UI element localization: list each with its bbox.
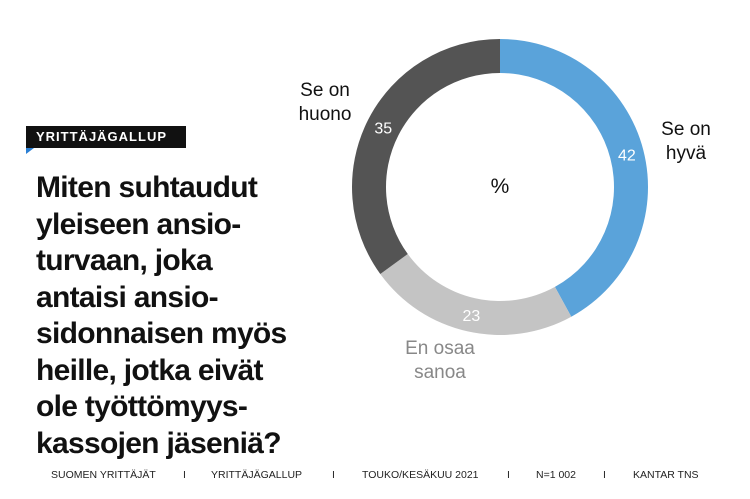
donut-slice	[352, 39, 500, 274]
footer-separator: I	[332, 469, 335, 481]
slice-category-labels: Se on hyvä En osaa sanoa Se on huono	[299, 80, 711, 383]
slice-value-label: 42	[618, 147, 636, 164]
slice-category-label: En osaa sanoa	[405, 338, 475, 383]
footer-separator: I	[507, 469, 510, 481]
slice-value-label: 23	[463, 308, 481, 325]
donut-slice	[500, 39, 649, 317]
donut-slice	[380, 254, 572, 335]
survey-question: Miten suhtaudut yleiseen ansio- turvaan,…	[36, 171, 287, 460]
footer-source: KANTAR TNS	[633, 469, 699, 481]
slice-value-label: 35	[374, 121, 392, 138]
donut-slices	[352, 39, 649, 335]
slice-category-label: Se on huono	[299, 80, 352, 125]
slice-category-label: Se on hyvä	[661, 119, 711, 164]
footer-source: TOUKO/KESÄKUU 2021	[362, 469, 479, 481]
donut-center-label: %	[491, 175, 510, 198]
footer-source: N=1 002	[536, 469, 576, 481]
footer-sources: SUOMEN YRITTÄJÄT I YRITTÄJÄGALLUP I TOUK…	[51, 469, 711, 483]
footer-source: YRITTÄJÄGALLUP	[211, 469, 303, 481]
slice-value-labels: 42 23 35	[374, 121, 636, 325]
gallup-badge-label: YRITTÄJÄGALLUP	[36, 129, 167, 144]
footer-separator: I	[603, 469, 606, 481]
footer-source: SUOMEN YRITTÄJÄT	[51, 469, 156, 481]
gallup-badge: YRITTÄJÄGALLUP	[26, 126, 186, 148]
footer-separator: I	[183, 469, 186, 481]
badge-accent-tab	[26, 148, 34, 154]
